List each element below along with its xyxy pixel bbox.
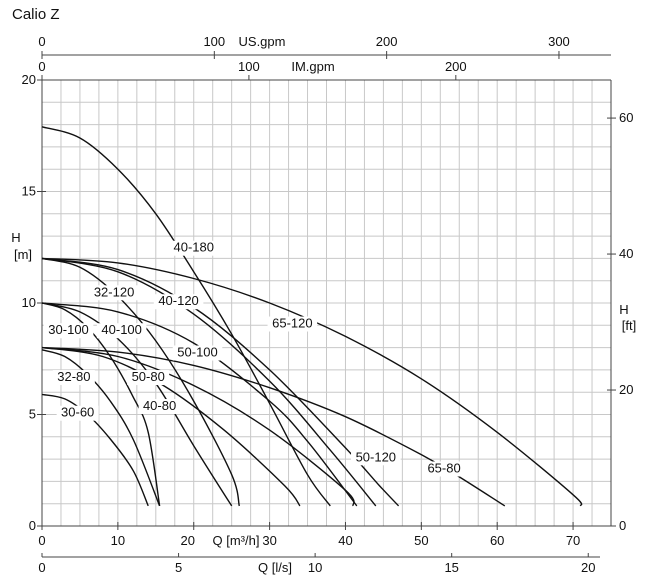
curve-65-120 [41, 257, 583, 507]
x-imgpm-axis-label: IM.gpm [291, 59, 334, 74]
x-main-axis-label: Q [m³/h] [213, 533, 260, 548]
curve-label-bg [153, 294, 204, 310]
curve-label-bg [52, 370, 95, 386]
curve-40-120 [41, 257, 377, 507]
curve-label-bg [56, 405, 99, 421]
x-main-tick-label: 0 [38, 533, 45, 548]
y-left-tick-label: 20 [22, 72, 36, 87]
curve-label-40-100: 40-100 [101, 322, 141, 337]
y-left-tick-label: 5 [29, 407, 36, 422]
x-usgpm-tick-label: 300 [548, 34, 570, 49]
curve-65-80 [41, 346, 506, 507]
x-main-tick-label: 10 [111, 533, 125, 548]
curve-label-bg [168, 240, 219, 256]
y-right-axis-unit: [ft] [622, 318, 636, 333]
curve-30-60 [41, 393, 149, 507]
x-main-tick-label: 30 [262, 533, 276, 548]
curve-label-32-80: 32-80 [57, 369, 90, 384]
x-main-tick-label: 70 [566, 533, 580, 548]
axes: 0 10 20 30 40 50 60 70Q [m³/h]0 5 10 15 20Q [l/s]0 1… [11, 34, 636, 575]
x-ls-axis-label: Q [l/s] [258, 560, 292, 575]
x-main-tick-label: 20 [180, 533, 194, 548]
x-ls-tick-label: 10 [308, 560, 322, 575]
x-usgpm-tick-label: 100 [203, 34, 225, 49]
curve-label-50-120: 50-120 [356, 449, 396, 464]
curve-label-65-120: 65-120 [272, 316, 312, 331]
series-curves [41, 126, 583, 507]
curve-label-30-60: 30-60 [61, 405, 94, 420]
y-right-tick-label: 0 [619, 518, 626, 533]
curve-30-100 [41, 302, 161, 507]
x-usgpm-tick-label: 0 [38, 34, 45, 49]
curve-40-100 [41, 302, 233, 507]
chart-title: Calio Z [12, 6, 60, 23]
y-right-tick-label: 60 [619, 110, 633, 125]
curve-label-bg [96, 323, 147, 339]
curve-label-bg [138, 399, 181, 415]
x-main-tick-label: 60 [490, 533, 504, 548]
y-left-axis-label: H [11, 230, 20, 245]
y-left-tick-label: 10 [22, 295, 36, 310]
curve-label-65-80: 65-80 [427, 460, 460, 475]
curve-label-bg [43, 323, 94, 339]
curve-labels: 40-180 32-120 40-120 65-120 30-100 40-100 50-1… [43, 240, 466, 477]
x-imgpm-tick-label: 100 [238, 59, 260, 74]
x-ls-tick-label: 20 [581, 560, 595, 575]
x-usgpm-axis-label: US.gpm [239, 34, 286, 49]
x-main-tick-label: 50 [414, 533, 428, 548]
curve-50-100 [41, 302, 358, 507]
curve-label-bg [423, 461, 466, 477]
x-usgpm-tick-label: 200 [376, 34, 398, 49]
curve-32-80 [41, 349, 161, 507]
curve-32-120 [41, 257, 240, 507]
curve-label-40-180: 40-180 [173, 240, 213, 255]
curve-40-180 [41, 126, 331, 507]
curve-label-40-120: 40-120 [158, 293, 198, 308]
curve-label-50-80: 50-80 [132, 369, 165, 384]
curve-label-50-100: 50-100 [177, 345, 217, 360]
y-left-tick-label: 0 [29, 518, 36, 533]
curve-label-bg [351, 450, 401, 466]
y-right-axis-label: H [619, 302, 628, 317]
curve-label-bg [172, 345, 223, 361]
curve-40-80 [41, 346, 301, 507]
x-imgpm-tick-label: 0 [38, 59, 45, 74]
y-left-tick-label: 15 [22, 184, 36, 199]
y-left-axis-unit: [m] [14, 247, 32, 262]
x-ls-tick-label: 15 [444, 560, 458, 575]
curve-label-bg [127, 370, 170, 386]
curve-label-30-100: 30-100 [48, 322, 88, 337]
x-imgpm-tick-label: 200 [445, 59, 467, 74]
x-main-tick-label: 40 [338, 533, 352, 548]
y-right-tick-label: 40 [619, 246, 633, 261]
y-right-tick-label: 20 [619, 382, 633, 397]
curve-label-bg [89, 285, 139, 301]
curve-label-40-80: 40-80 [143, 398, 176, 413]
x-ls-tick-label: 5 [175, 560, 182, 575]
grid [41, 79, 612, 527]
curve-50-120 [41, 257, 400, 507]
curve-label-32-120: 32-120 [94, 284, 134, 299]
x-ls-tick-label: 0 [38, 560, 45, 575]
curve-label-bg [267, 316, 318, 332]
